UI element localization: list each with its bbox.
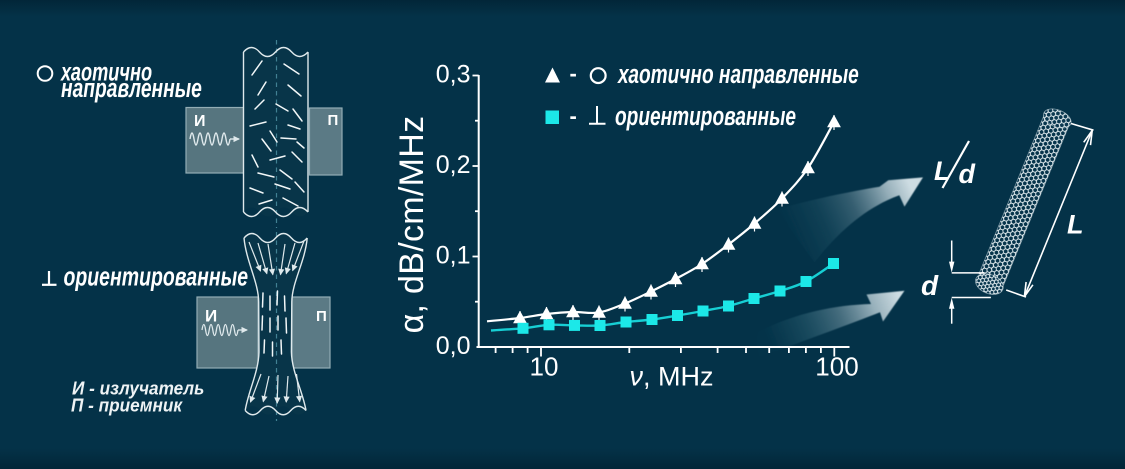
svg-text:L: L — [934, 156, 951, 186]
svg-text:0,3: 0,3 — [436, 61, 471, 89]
svg-text:-: - — [570, 61, 577, 86]
svg-text:L: L — [1067, 210, 1084, 240]
svg-text:-: - — [570, 104, 577, 129]
svg-text:хаотично направленные: хаотично направленные — [617, 59, 859, 89]
svg-text:0,1: 0,1 — [436, 242, 471, 270]
svg-text:100: 100 — [815, 352, 858, 382]
svg-text:α, dB/cm/MHz: α, dB/cm/MHz — [393, 116, 431, 334]
svg-text:d: d — [959, 159, 976, 189]
svg-text:10: 10 — [530, 352, 559, 382]
svg-text:П: П — [316, 308, 327, 325]
svg-text:направленные: направленные — [61, 73, 202, 103]
svg-text:хаотично: хаотично — [60, 57, 152, 86]
svg-text:И - излучатель: И - излучатель — [72, 378, 204, 399]
svg-text:И: И — [194, 113, 206, 130]
svg-text:ν, MHz: ν, MHz — [630, 362, 714, 392]
svg-text:d: d — [921, 270, 939, 301]
svg-text:П - приемник: П - приемник — [71, 395, 183, 416]
svg-text:П: П — [328, 112, 339, 129]
svg-text:0,2: 0,2 — [436, 151, 471, 179]
svg-text:ориентированные: ориентированные — [615, 101, 796, 131]
svg-text:0,0: 0,0 — [436, 332, 471, 360]
svg-text:ориентированные: ориентированные — [64, 261, 249, 291]
svg-text:И: И — [205, 307, 217, 326]
